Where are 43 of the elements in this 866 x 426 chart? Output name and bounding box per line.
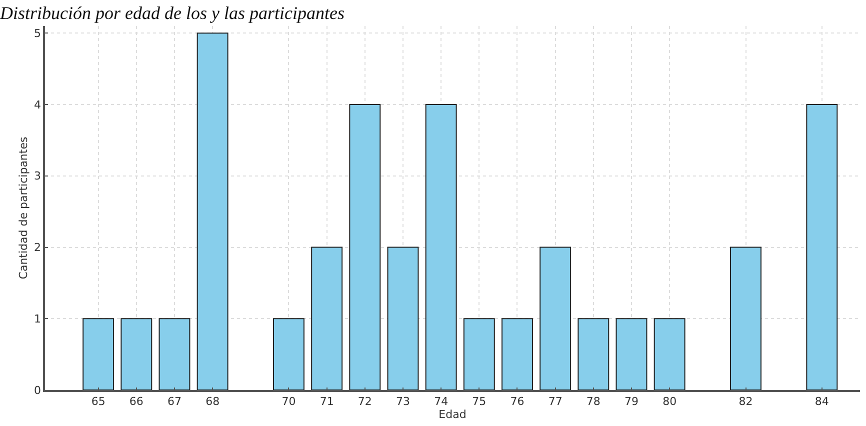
x-tick-label: 80: [662, 394, 677, 408]
bar: [82, 318, 114, 390]
bar: [349, 104, 381, 390]
bar: [463, 318, 495, 390]
y-tick-label: 3: [34, 170, 42, 183]
bar: [425, 104, 457, 390]
chart-title: Distribución por edad de los y las participantes: [0, 2, 344, 23]
x-tick-label: 74: [434, 394, 448, 408]
bar: [578, 318, 610, 390]
y-tick-label: 5: [34, 26, 42, 40]
bar: [311, 246, 343, 390]
bar: [120, 318, 152, 390]
bar: [616, 318, 648, 390]
y-tick-label: 1: [34, 312, 42, 326]
bar: [730, 246, 762, 390]
y-tick-label: 4: [34, 98, 42, 112]
x-tick-label: 79: [624, 394, 638, 408]
bar: [273, 318, 304, 390]
x-axis-title: Edad: [438, 408, 466, 421]
y-axis-title: Cantidad de participantes: [17, 136, 30, 280]
x-tick-label: 78: [586, 394, 600, 408]
x-tick-label: 75: [472, 394, 486, 408]
x-tick-label: 68: [206, 394, 220, 408]
bar: [806, 104, 838, 390]
bar: [654, 318, 686, 390]
x-tick-label: 65: [91, 394, 106, 408]
x-tick-label: 77: [548, 394, 562, 408]
x-tick-label: 71: [320, 394, 334, 408]
bar: [540, 246, 572, 390]
x-tick-label: 84: [814, 394, 829, 408]
bar: [387, 246, 419, 390]
x-tick-label: 76: [510, 394, 524, 408]
bar: [196, 32, 228, 390]
y-tick-label: 0: [34, 384, 42, 397]
x-tick-label: 72: [358, 394, 372, 408]
x-tick-label: 73: [396, 394, 410, 408]
x-tick-label: 70: [282, 394, 296, 408]
x-tick-label: 67: [167, 394, 182, 408]
bar: [158, 318, 190, 390]
bar: [502, 318, 533, 390]
y-tick-label: 2: [34, 241, 42, 254]
x-tick-label: 66: [129, 394, 144, 408]
x-tick-label: 82: [738, 394, 753, 408]
